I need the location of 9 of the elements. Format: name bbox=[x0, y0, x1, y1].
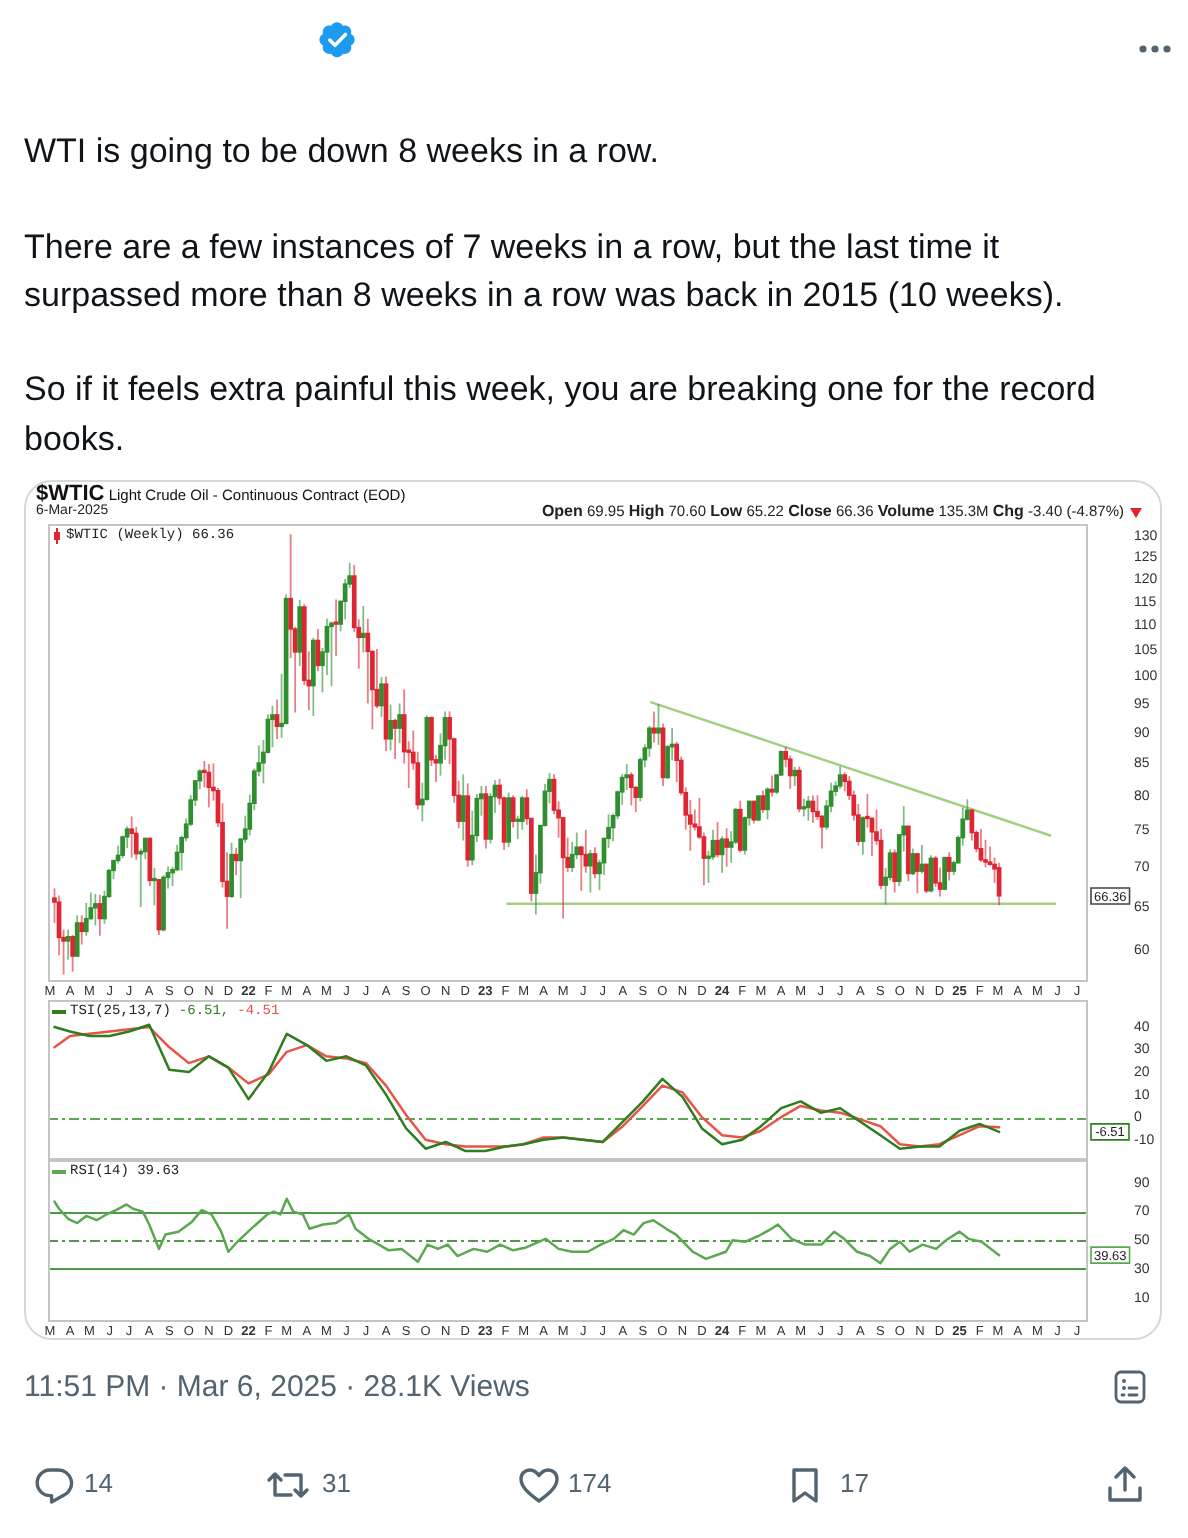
text: 174 bbox=[568, 1468, 612, 1500]
text: WTI is going to be down 8 weeks in a row. bbox=[24, 130, 659, 174]
text: 14 bbox=[84, 1468, 113, 1500]
candlestick bbox=[756, 795, 761, 823]
text: 11:51 PM · Mar 6, 2025 · 28.1K Views bbox=[24, 1368, 530, 1406]
text: There are a few instances of 7 weeks in a row, but the last time it surpassed more than 8 weeks in a row was back in 2015 (10 weeks). bbox=[24, 225, 1066, 318]
text: 17 bbox=[840, 1468, 869, 1500]
text: So if it feels extra painful this week, you are breaking one for the record books. bbox=[24, 368, 1098, 461]
text: 31 bbox=[322, 1468, 351, 1500]
